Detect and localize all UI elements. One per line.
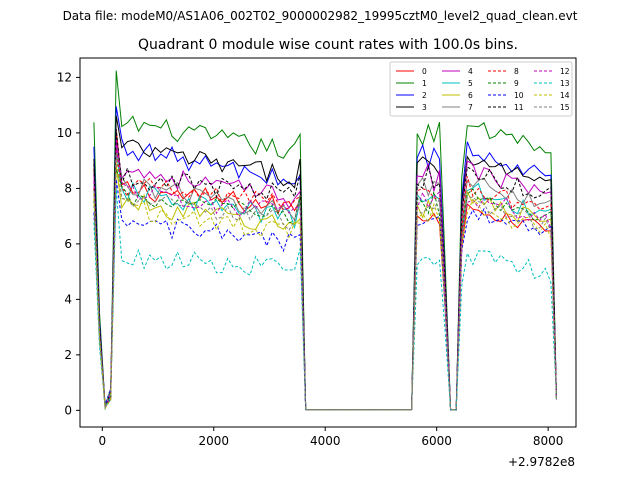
legend-label-2: 2 [422,91,427,100]
legend-label-4: 4 [468,67,473,76]
series-9-line [411,188,557,411]
chart-title: Quadrant 0 module wise count rates with … [138,37,518,53]
series-9-line [93,168,307,410]
series-5 [93,151,557,411]
y-tick-label: 0 [64,403,72,417]
series-2-line [93,106,307,410]
series-0 [93,129,557,411]
legend-label-10: 10 [514,91,524,100]
y-tick-label: 6 [64,237,72,251]
series-11-line [93,128,307,410]
legend-label-0: 0 [422,67,427,76]
series-2 [93,106,557,411]
legend-label-13: 13 [560,79,570,88]
series-14-line [411,198,557,411]
series-15 [93,152,557,411]
series-11 [93,128,557,411]
figure-suptitle: Data file: modeM0/AS1A06_002T02_90000029… [63,9,578,23]
series-8-line [411,176,557,411]
y-tick-label: 2 [64,348,72,362]
series-14 [93,159,557,411]
series-12-line [93,143,307,410]
series-8-line [93,149,307,410]
series-1-line [411,122,557,411]
legend-label-15: 15 [560,103,570,112]
x-tick-label: 4000 [310,434,341,448]
plot-area [93,70,557,411]
x-tick-label: 8000 [533,434,564,448]
y-tick-label: 8 [64,181,72,195]
series-6-line [93,165,307,410]
series-14-line [93,159,307,410]
series-12 [93,143,557,411]
series-3-line [411,155,557,411]
legend-label-5: 5 [468,79,473,88]
series-13-line [93,188,307,411]
series-4-line [411,160,557,411]
series-6 [93,165,557,411]
axes-frame [79,57,577,428]
series-7-line [93,147,307,410]
series-11-line [411,164,557,411]
series-13 [93,188,557,411]
series-13-line [411,250,557,411]
y-tick-label: 10 [57,126,72,140]
legend-label-3: 3 [422,103,427,112]
legend-box [389,61,573,117]
legend-label-11: 11 [514,103,524,112]
series-5-line [411,182,557,411]
y-tick-label: 12 [57,70,72,84]
series-15-line [411,196,557,411]
series-4-line [93,139,307,410]
series-5-line [93,151,307,410]
series-10 [93,179,557,411]
legend-label-1: 1 [422,79,427,88]
series-1-line [93,70,307,410]
x-tick-label: 6000 [421,434,452,448]
legend-label-12: 12 [560,67,570,76]
series-15-line [93,152,307,410]
series-12-line [411,190,557,411]
series-7 [93,147,557,411]
x-tick-label: 0 [98,434,106,448]
legend-label-9: 9 [514,79,519,88]
series-10-line [411,207,557,411]
series-3-line [93,115,307,410]
x-tick-label: 2000 [198,434,229,448]
legend-label-7: 7 [468,103,473,112]
x-offset-label: +2.9782e8 [508,455,575,469]
legend-label-6: 6 [468,91,473,100]
y-tick-label: 4 [64,292,72,306]
series-6-line [411,190,557,411]
series-1 [93,70,557,411]
series-0-line [93,129,307,410]
legend-label-14: 14 [560,91,570,100]
series-9 [93,168,557,411]
series-10-line [93,179,307,410]
series-4 [93,139,557,411]
legend-label-8: 8 [514,67,519,76]
series-2-line [411,141,557,411]
series-0-line [411,202,557,411]
